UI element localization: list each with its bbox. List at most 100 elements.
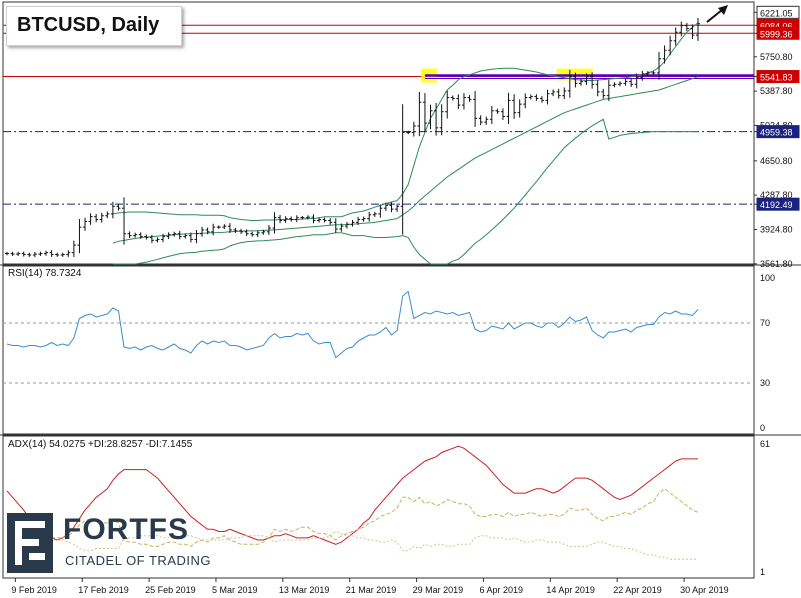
price-tag-label: 5541.83 (760, 73, 793, 83)
ohlc-bar (300, 215, 305, 220)
ohlc-bar (645, 70, 650, 76)
ohlc-bar (606, 79, 611, 102)
price-tag-label: 6084.06 (760, 21, 793, 31)
ohlc-bar (696, 17, 700, 41)
x-axis-tick-label: 30 Apr 2019 (680, 585, 729, 595)
ohlc-bar (534, 94, 539, 101)
ohlc-bar (32, 252, 37, 258)
ohlc-bar (94, 213, 99, 223)
ohlc-bar (344, 221, 349, 229)
price-tag-label: 5999.36 (760, 29, 793, 39)
ohlc-bar (484, 116, 489, 125)
ohlc-bar (239, 228, 244, 234)
ohlc-bar (567, 69, 572, 98)
x-axis: 9 Feb 2019 17 Feb 2019 25 Feb 2019 5 Mar 20… (11, 578, 729, 595)
ohlc-bar (10, 251, 15, 256)
ohlc-bar (495, 108, 500, 114)
ohlc-bar (216, 225, 221, 229)
price-tag-label: 6221.05 (760, 8, 793, 18)
x-axis-tick-label: 13 Mar 2019 (279, 585, 330, 595)
x-axis-tick-label: 29 Mar 2019 (413, 585, 464, 595)
rsi-panel: 100 70 30 0 (0, 265, 801, 436)
price-axis-tick: 3924.80 (760, 224, 793, 234)
ohlc-bar (77, 218, 82, 254)
ohlc-bar (155, 237, 160, 243)
ohlc-bar (138, 232, 143, 239)
ohlc-bar (122, 197, 127, 245)
ohlc-bar (16, 251, 21, 256)
ohlc-bar (690, 24, 695, 40)
price-axis-tick: 5750.80 (760, 52, 793, 62)
ohlc-bar (311, 214, 316, 224)
ohlc-bar (361, 216, 366, 222)
ohlc-bar (21, 251, 26, 257)
ohlc-bar (294, 215, 299, 222)
ohlc-bar (289, 216, 294, 222)
ohlc-bar (200, 226, 205, 237)
di-plus-line (6, 488, 699, 547)
x-axis-tick-label: 22 Apr 2019 (613, 585, 662, 595)
ohlc-bar (378, 204, 383, 218)
ohlc-bar (651, 71, 656, 75)
ohlc-bar (328, 218, 333, 225)
ohlc-bar (445, 90, 450, 119)
price-tag (756, 125, 800, 139)
bollinger-lower-band (112, 118, 698, 265)
price-axis-tick: 3561.80 (760, 259, 793, 269)
ohlc-bar (116, 203, 121, 211)
brand-tagline: CITADEL OF TRADING (65, 553, 211, 568)
chart-title: BTCUSD, Daily (17, 14, 160, 36)
x-axis-tick-label: 17 Feb 2019 (78, 585, 129, 595)
ohlc-bar (27, 252, 32, 257)
ohlc-bar (55, 252, 60, 257)
brand-logo-icon (7, 513, 53, 573)
ohlc-bar (512, 94, 517, 119)
ohlc-bar (222, 224, 227, 230)
di-minus-line (7, 530, 698, 560)
price-tag-label: 4192.49 (760, 200, 793, 210)
ohlc-bar (656, 51, 661, 80)
ohlc-bar (183, 233, 188, 239)
bollinger-upper-band (112, 22, 699, 221)
x-axis-tick-label: 14 Apr 2019 (546, 585, 595, 595)
ohlc-bar (400, 104, 405, 235)
ohlc-bar (233, 227, 238, 233)
ohlc-bar (450, 95, 455, 101)
ohlc-bar (551, 89, 556, 97)
ohlc-bar (428, 104, 433, 130)
ohlc-bar (578, 79, 583, 86)
ohlc-bar (668, 35, 673, 56)
ohlc-bar (244, 229, 249, 237)
ohlc-bar (177, 231, 182, 240)
ohlc-bar (500, 108, 505, 120)
adx-axis-tick: 61 (760, 439, 770, 449)
ohlc-bar (434, 102, 439, 136)
arrow-head (718, 5, 728, 15)
ohlc-bar (629, 78, 634, 88)
ohlc-bar (161, 233, 166, 243)
ohlc-bar (99, 212, 104, 223)
brand-name: FORTFS (63, 513, 189, 546)
adx-line (6, 445, 698, 545)
ohlc-bar (261, 229, 266, 235)
ohlc-bar (389, 202, 394, 213)
ohlc-bar (188, 232, 193, 243)
rsi-axis-tick: 30 (760, 378, 770, 388)
ohlc-bar (473, 90, 478, 127)
ohlc-bar (49, 250, 54, 257)
arrow-shaft (706, 9, 723, 23)
ohlc-bar (383, 202, 388, 211)
ohlc-bar (339, 223, 344, 232)
price-tag (756, 197, 800, 211)
ohlc-bar (44, 250, 49, 256)
ohlc-bar (406, 130, 411, 135)
ohlc-bar (88, 213, 93, 225)
ohlc-bar (172, 231, 177, 237)
ohlc-bar (372, 211, 377, 217)
ohlc-bar (283, 216, 288, 223)
ohlc-bar (194, 229, 199, 244)
ohlc-bar (60, 252, 65, 257)
ohlc-bar (489, 106, 494, 125)
ohlc-bar (322, 217, 327, 223)
